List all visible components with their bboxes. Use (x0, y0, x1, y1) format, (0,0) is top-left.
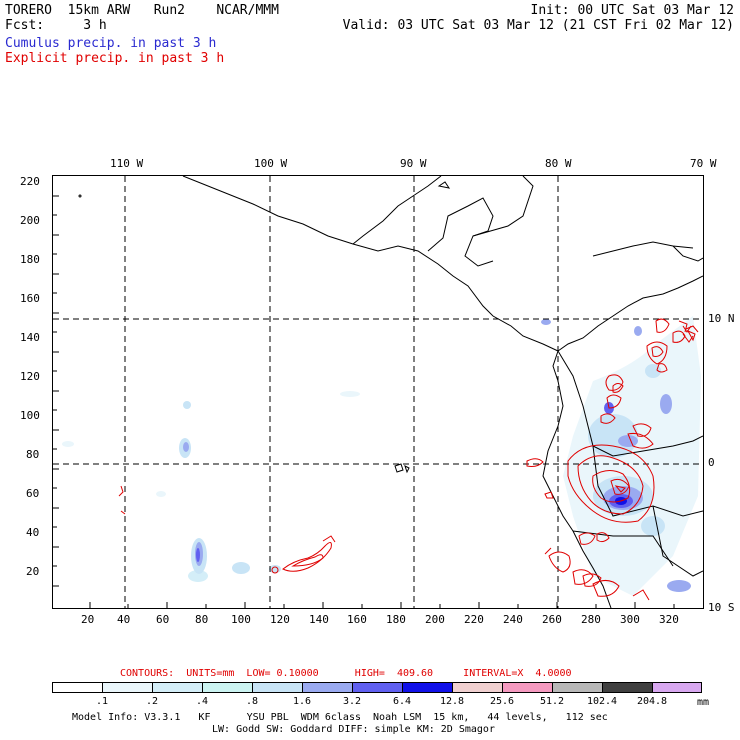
init-time: Init: 00 UTC Sat 03 Mar 12 (530, 3, 735, 18)
map-canvas (53, 176, 703, 608)
lat-label-10s: 10 S (708, 601, 735, 614)
lon-label-100w: 100 W (254, 157, 288, 170)
x-tick: 160 (347, 613, 367, 626)
lon-label-90w: 90 W (400, 157, 427, 170)
lon-label-70w: 70 W (690, 157, 717, 170)
colorbar-cell (552, 682, 603, 693)
model-info: Model Info: V3.3.1 KF YSU PBL WDM 6class… (72, 712, 608, 723)
y-tick: 220 (20, 175, 40, 188)
cumulus-precip-shading (62, 316, 701, 596)
y-tick: 100 (20, 409, 40, 422)
x-tick: 320 (659, 613, 679, 626)
colorbar-label: .2 (145, 696, 159, 707)
colorbar-cell (652, 682, 702, 693)
cumulus-precip-label: Cumulus precip. in past 3 h (5, 36, 217, 51)
y-tick: 200 (20, 214, 40, 227)
y-tick: 80 (26, 448, 40, 461)
x-tick: 240 (503, 613, 523, 626)
colorbar-cell (352, 682, 403, 693)
colorbar-label: 51.2 (539, 696, 565, 707)
x-tick: 180 (386, 613, 406, 626)
colorbar-label: 6.4 (392, 696, 412, 707)
colorbar-label: 204.8 (636, 696, 668, 707)
colorbar-label: 3.2 (342, 696, 362, 707)
lat-label-10n: 10 N (708, 312, 735, 325)
colorbar-cell (252, 682, 303, 693)
colorbar-label: 102.4 (586, 696, 618, 707)
colorbar-cell (202, 682, 253, 693)
model-physics: LW: Godd SW: Goddard DIFF: simple KM: 2D… (212, 724, 495, 735)
explicit-precip-contours (118, 318, 699, 601)
latlon-grid (53, 176, 703, 608)
x-tick: 60 (156, 613, 170, 626)
colorbar-cell (102, 682, 153, 693)
colorbar-cell (302, 682, 353, 693)
x-tick: 20 (81, 613, 95, 626)
coastlines (78, 176, 703, 608)
lat-label-0: 0 (708, 456, 715, 469)
colorbar-label: .1 (95, 696, 109, 707)
lon-label-80w: 80 W (545, 157, 572, 170)
x-tick: 120 (270, 613, 290, 626)
x-tick: 300 (620, 613, 640, 626)
colorbar-cell (502, 682, 553, 693)
colorbar-cell (602, 682, 653, 693)
y-tick: 40 (26, 526, 40, 539)
y-tick: 140 (20, 331, 40, 344)
y-tick: 180 (20, 253, 40, 266)
explicit-precip-label: Explicit precip. in past 3 h (5, 51, 225, 66)
x-tick: 80 (195, 613, 209, 626)
x-tick: 100 (231, 613, 251, 626)
y-tick: 20 (26, 565, 40, 578)
colorbar-cell (52, 682, 103, 693)
model-title: TORERO 15km ARW Run2 NCAR/MMM (5, 3, 279, 18)
colorbar-label: .4 (195, 696, 209, 707)
axis-ticks (53, 195, 675, 608)
forecast-hour: Fcst: 3 h (5, 18, 107, 33)
contours-info: CONTOURS: UNITS=mm LOW= 0.10000 HIGH= 40… (120, 668, 572, 679)
x-tick: 280 (581, 613, 601, 626)
colorbar-unit: mm (697, 697, 710, 708)
y-tick: 160 (20, 292, 40, 305)
colorbar-cell (402, 682, 453, 693)
x-tick: 140 (309, 613, 329, 626)
valid-time: Valid: 03 UTC Sat 03 Mar 12 (21 CST Fri … (342, 18, 734, 33)
x-tick: 220 (464, 613, 484, 626)
colorbar-cell (152, 682, 203, 693)
x-tick: 40 (117, 613, 131, 626)
colorbar-cell (452, 682, 503, 693)
colorbar-label: 25.6 (489, 696, 515, 707)
x-tick: 260 (542, 613, 562, 626)
colorbar-label: .8 (245, 696, 259, 707)
precip-map (52, 175, 704, 609)
y-tick: 60 (26, 487, 40, 500)
colorbar-label: 12.8 (439, 696, 465, 707)
colorbar-label: 1.6 (292, 696, 312, 707)
y-tick: 120 (20, 370, 40, 383)
x-tick: 200 (425, 613, 445, 626)
lon-label-110w: 110 W (110, 157, 144, 170)
